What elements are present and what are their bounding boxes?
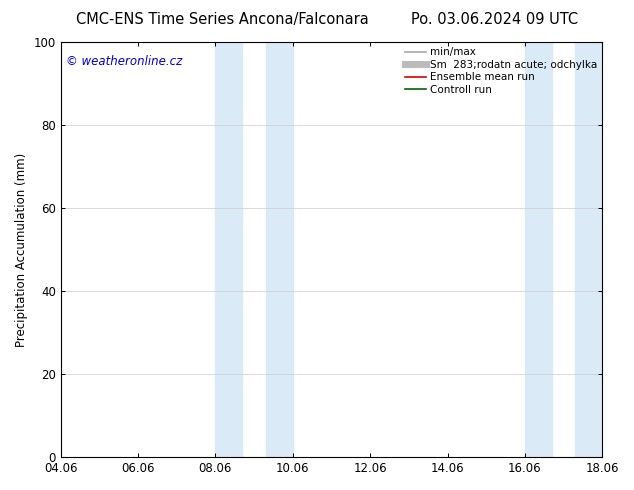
Bar [575,42,602,457]
Text: © weatheronline.cz: © weatheronline.cz [66,54,183,68]
Text: CMC-ENS Time Series Ancona/Falconara: CMC-ENS Time Series Ancona/Falconara [75,12,368,27]
Legend: min/max, Sm  283;rodatn acute; odchylka, Ensemble mean run, Controll run: min/max, Sm 283;rodatn acute; odchylka, … [403,45,599,97]
Bar [525,42,552,457]
Text: Po. 03.06.2024 09 UTC: Po. 03.06.2024 09 UTC [411,12,578,27]
Bar [216,42,242,457]
Y-axis label: Precipitation Accumulation (mm): Precipitation Accumulation (mm) [15,152,28,347]
Bar [266,42,293,457]
